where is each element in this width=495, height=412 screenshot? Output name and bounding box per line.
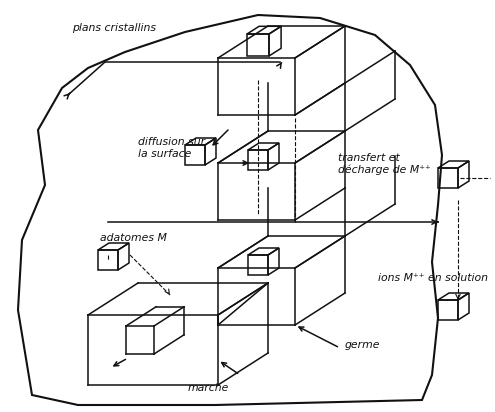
Text: diffusion sur: diffusion sur bbox=[138, 137, 205, 147]
Text: plans cristallins: plans cristallins bbox=[72, 23, 156, 33]
Text: décharge de M⁺⁺: décharge de M⁺⁺ bbox=[338, 165, 431, 175]
Text: adatomes M: adatomes M bbox=[100, 233, 167, 243]
Text: germe: germe bbox=[345, 340, 381, 350]
Text: marche: marche bbox=[187, 383, 229, 393]
Text: transfert et: transfert et bbox=[338, 153, 400, 163]
Text: ions M⁺⁺ en solution: ions M⁺⁺ en solution bbox=[378, 273, 488, 283]
Text: la surface: la surface bbox=[138, 149, 192, 159]
